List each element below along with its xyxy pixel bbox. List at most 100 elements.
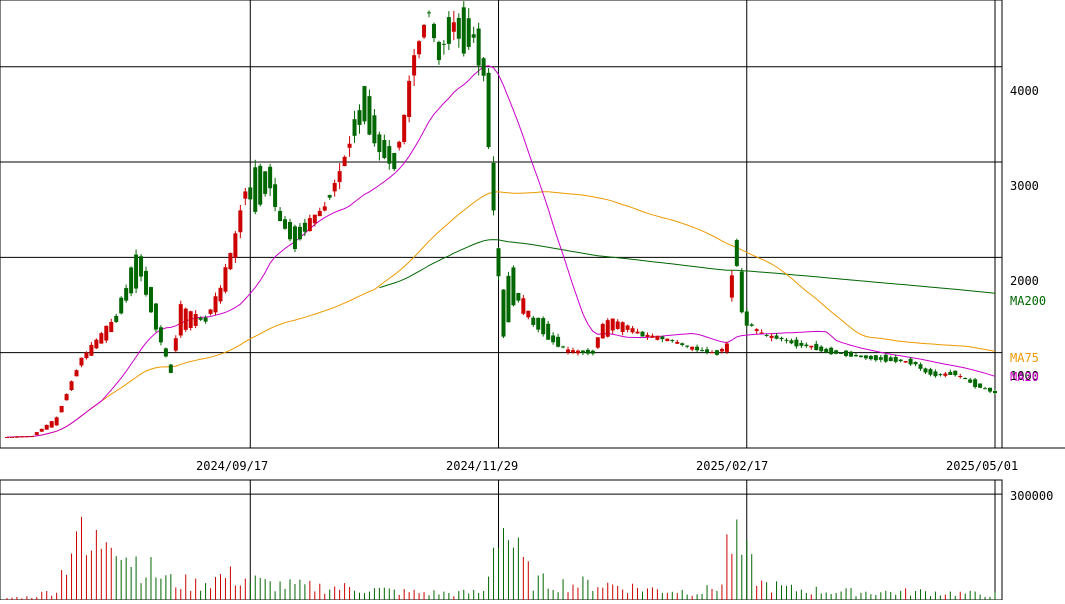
candle-body [988, 387, 993, 392]
candle-body [49, 421, 54, 428]
candle-body [933, 371, 938, 377]
candle-body [337, 171, 342, 183]
candle-body [883, 354, 888, 362]
candle-body [148, 287, 153, 313]
candle-body [551, 335, 556, 343]
candle-body [878, 357, 883, 360]
price-tick-2000: 2000 [1010, 274, 1039, 288]
candle-body [471, 34, 476, 38]
candle-body [129, 267, 134, 294]
candle-body [710, 352, 715, 354]
candle-body [809, 345, 814, 348]
candle-body [407, 80, 412, 117]
candle-body [173, 338, 178, 351]
candle-body [729, 275, 734, 298]
candle-body [531, 317, 536, 325]
candle-body [114, 315, 119, 322]
candle-body [655, 335, 660, 340]
candle-body [94, 339, 99, 349]
candle-body [660, 336, 665, 340]
candle-body [139, 256, 144, 277]
candle-body [963, 378, 968, 380]
candle-body [595, 337, 600, 348]
candle-body [178, 304, 183, 336]
date-label-1: 2024/11/29 [446, 459, 518, 473]
candle-body [402, 114, 407, 142]
candle-body [834, 350, 839, 354]
candle-body [849, 351, 854, 357]
legend-ma75: MA75 [1010, 351, 1039, 365]
candle-body [858, 355, 863, 358]
candle-body [292, 226, 297, 250]
candle-body [14, 436, 19, 438]
candle-body [491, 162, 496, 211]
candle-body [705, 349, 710, 353]
candle-body [84, 352, 89, 359]
candle-body [690, 346, 695, 350]
candle-body [501, 289, 506, 337]
candle-body [367, 96, 372, 135]
candle-body [873, 355, 878, 361]
candle-body [372, 115, 377, 144]
candle-body [824, 348, 829, 353]
candle-body [183, 308, 188, 330]
candle-body [253, 167, 258, 212]
candle-body [39, 428, 44, 432]
candle-body [104, 325, 109, 341]
candle-body [804, 344, 809, 347]
candle-body [427, 12, 432, 14]
candle-body [948, 371, 953, 375]
candle-body [218, 287, 223, 302]
candle-body [853, 355, 858, 357]
candle-body [620, 322, 625, 332]
candle-body [938, 374, 943, 376]
candle-body [486, 72, 491, 148]
candle-body [54, 417, 59, 426]
candle-body [74, 370, 79, 377]
candle-body [144, 270, 149, 295]
candle-body [59, 405, 64, 413]
candle-body [695, 346, 700, 351]
candle-body [680, 343, 685, 345]
candle-body [630, 328, 635, 333]
legend-ma200: MA200 [1010, 294, 1046, 308]
candle-body [273, 184, 278, 207]
candle-body [744, 311, 749, 326]
candle-body [203, 317, 208, 322]
candle-body [585, 349, 590, 354]
candle-body [476, 28, 481, 66]
candle-body [352, 119, 357, 136]
candle-body [228, 253, 233, 270]
candle-body [312, 214, 317, 224]
candle-body [789, 340, 794, 344]
candle-body [928, 369, 933, 375]
candle-body [526, 310, 531, 318]
ma20-line [7, 65, 996, 438]
candle-body [779, 337, 784, 340]
candle-body [283, 219, 288, 229]
candle-body [968, 379, 973, 383]
candle-body [327, 195, 332, 198]
candle-body [734, 240, 739, 267]
candle-body [903, 361, 908, 363]
candle-body [953, 370, 958, 376]
candle-body [382, 140, 387, 158]
candle-body [34, 432, 39, 435]
candle-body [600, 324, 605, 339]
candle-body [739, 271, 744, 313]
candle-body [238, 210, 243, 233]
candle-body [511, 267, 516, 306]
candle-body [213, 296, 218, 313]
date-label-3: 2025/05/01 [946, 459, 1018, 473]
candle-body [357, 110, 362, 125]
ma200-line [379, 239, 996, 294]
volume-bars [6, 516, 996, 600]
candle-body [819, 346, 824, 352]
candle-body [714, 350, 719, 355]
candle-body [898, 359, 903, 362]
candle-body [749, 324, 754, 326]
candle-body [134, 254, 139, 289]
candle-body [466, 18, 471, 47]
candle-body [441, 43, 446, 45]
